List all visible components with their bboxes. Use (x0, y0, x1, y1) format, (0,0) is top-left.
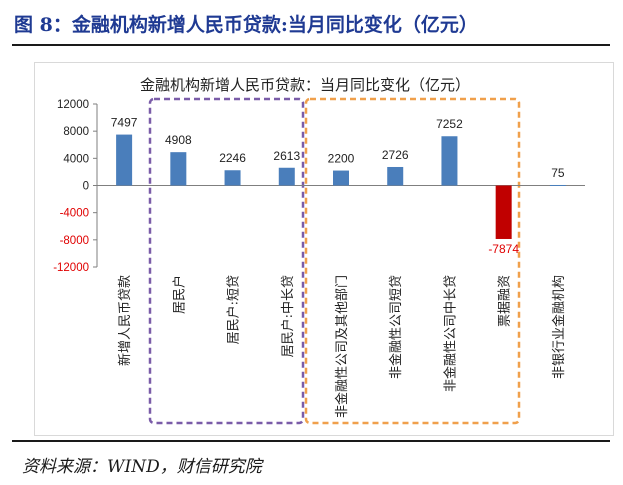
category-label: 居民户 (171, 275, 187, 314)
top-rule (12, 44, 610, 46)
bar[interactable] (549, 184, 566, 186)
bar[interactable] (170, 152, 187, 186)
bar[interactable] (224, 170, 241, 186)
y-tick-label: -12000 (53, 262, 89, 274)
bar[interactable] (495, 185, 512, 239)
chart-title: 金融机构新增人民币贷款：当月同比变化（亿元） (140, 76, 470, 94)
group-box-household (148, 97, 305, 425)
category-label: 非金融性公司中长贷 (442, 275, 458, 392)
category-label: 非银行业金融机构 (551, 275, 567, 379)
category-label: 非金融性公司及其他部门 (334, 275, 350, 418)
y-tick-label: 8000 (63, 126, 89, 138)
chart-frame (34, 62, 614, 436)
category-label: 居民户:短贷 (226, 275, 242, 344)
bar[interactable] (333, 170, 349, 186)
y-tick-label: -4000 (60, 208, 89, 220)
y-tick-label: 4000 (63, 153, 89, 165)
bar[interactable] (278, 167, 295, 186)
data-label: 7252 (436, 117, 463, 131)
data-label: 2726 (382, 148, 409, 162)
data-label: -7874 (488, 242, 519, 256)
data-label: 2613 (273, 149, 300, 163)
category-label: 票据融资 (498, 275, 513, 327)
bar[interactable] (441, 136, 458, 186)
data-label: 4908 (165, 133, 192, 147)
bar[interactable] (116, 134, 133, 186)
data-label: 75 (551, 166, 565, 180)
data-label: 2246 (219, 151, 246, 165)
figure-title: 图 8：金融机构新增人民币贷款:当月同比变化（亿元） (14, 14, 478, 36)
y-tick-label: 12000 (57, 99, 89, 111)
category-label: 非金融性公司短贷 (388, 275, 404, 379)
category-label: 新增人民币贷款 (117, 275, 133, 366)
source-note: 资料来源：WIND，财信研究院 (22, 457, 262, 477)
y-tick-label: -8000 (60, 235, 89, 247)
bar[interactable] (387, 166, 404, 186)
data-label: 7497 (111, 116, 138, 130)
y-tick-label: 0 (83, 181, 89, 193)
group-box-corporate (304, 97, 521, 425)
category-label: 居民户:中长贷 (280, 275, 296, 357)
data-label: 2200 (328, 152, 355, 166)
bottom-rule (12, 440, 610, 442)
